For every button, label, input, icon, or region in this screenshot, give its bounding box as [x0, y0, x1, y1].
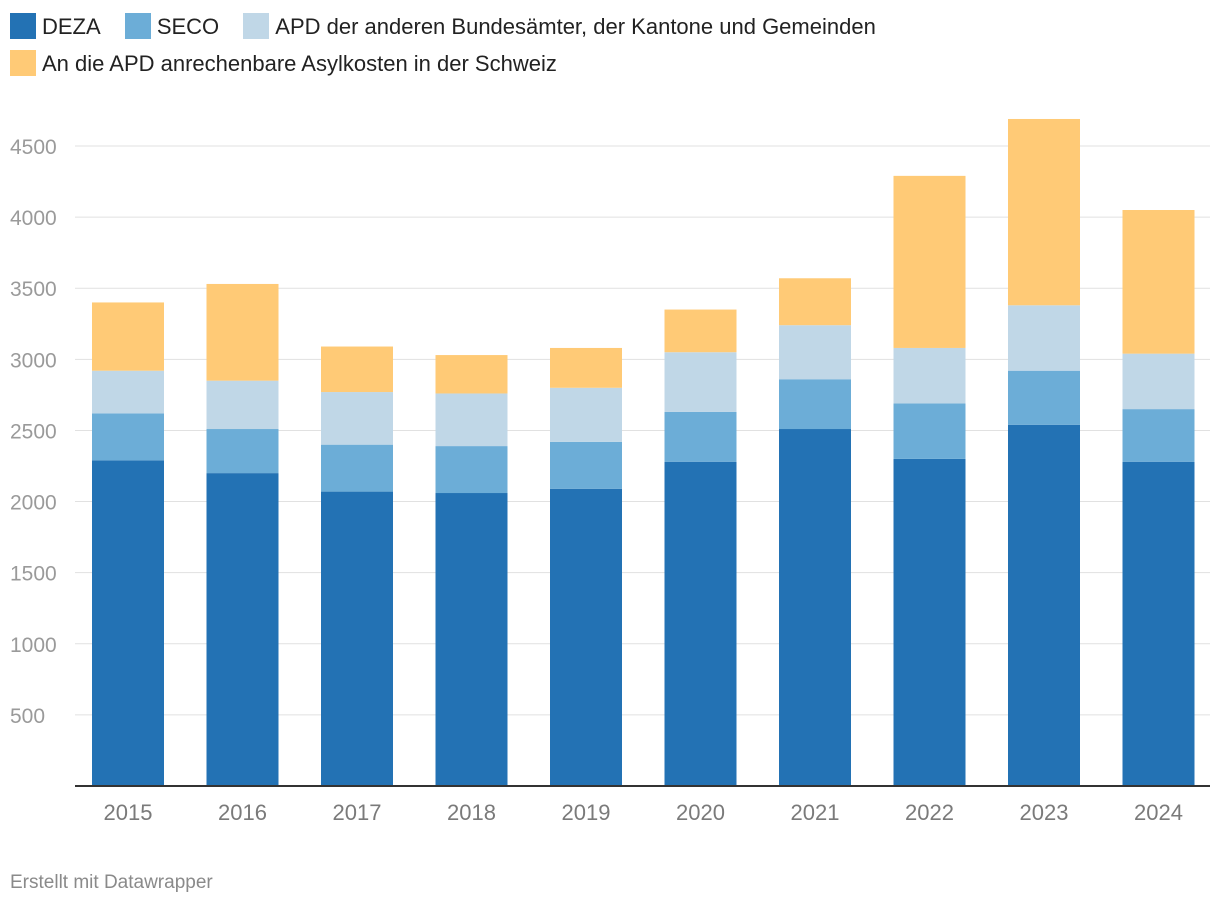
credit-text: Erstellt mit Datawrapper [10, 872, 213, 893]
bar-segment-deza [92, 460, 164, 786]
bar-segment-apd-others [664, 352, 737, 412]
bar-segment-deza [664, 461, 737, 786]
x-tick-label: 2021 [791, 800, 840, 825]
legend-label-asylum-costs: An die APD anrechenbare Asylkosten in de… [42, 51, 557, 76]
bar-segment-asylum-costs [893, 175, 966, 348]
y-tick-label: 3500 [10, 278, 57, 301]
y-tick-label: 4000 [10, 207, 57, 230]
x-axis-labels: 2015 2016 2017 2018 2019 2020 2021 2022 2023 2024 [104, 800, 1183, 825]
bar-stack-2020 [664, 309, 737, 786]
y-tick-label: 4500 [10, 136, 57, 159]
bar-segment-seco [664, 411, 737, 462]
x-tick-label: 2024 [1134, 800, 1183, 825]
legend-item-asylum-costs: An die APD anrechenbare Asylkosten in de… [10, 45, 557, 82]
bar-segment-apd-others [435, 393, 508, 447]
y-tick-label: 1000 [10, 634, 57, 657]
bar-stack-2016 [206, 283, 279, 786]
bar-segment-seco [92, 413, 164, 461]
legend-item-apd-others: APD der anderen Bundesämter, der Kantone… [243, 8, 876, 45]
bar-stack-2023 [1008, 118, 1080, 786]
x-tick-label: 2016 [218, 800, 267, 825]
y-tick-label: 1500 [10, 563, 57, 586]
x-tick-label: 2022 [905, 800, 954, 825]
bar-segment-asylum-costs [206, 283, 279, 381]
bar-segment-asylum-costs [435, 355, 508, 394]
x-tick-label: 2020 [676, 800, 725, 825]
legend-swatch-asylum-costs [10, 50, 36, 76]
bar-segment-deza [1008, 424, 1080, 786]
bar-segment-seco [321, 444, 393, 492]
x-tick-label: 2015 [104, 800, 153, 825]
bar-stack-2022 [893, 175, 966, 786]
legend-item-deza: DEZA [10, 8, 101, 45]
bar-segment-asylum-costs [92, 302, 164, 371]
bar-segment-apd-others [1008, 305, 1080, 371]
legend-label-deza: DEZA [42, 14, 101, 39]
bar-segment-deza [779, 429, 851, 786]
bar-segment-seco [779, 379, 851, 430]
bar-segment-seco [893, 403, 966, 459]
bar-segment-deza [206, 473, 279, 786]
bar-stacks [92, 118, 1195, 786]
bar-stack-2021 [779, 278, 851, 786]
bar-segment-deza [1122, 461, 1195, 786]
y-tick-label: 500 [10, 705, 45, 728]
bar-stack-2024 [1122, 210, 1195, 786]
bar-segment-asylum-costs [550, 347, 622, 388]
legend-swatch-apd-others [243, 13, 270, 39]
bar-segment-apd-others [779, 325, 851, 380]
bar-segment-deza [550, 488, 622, 786]
bar-segment-apd-others [1122, 353, 1195, 410]
legend-label-apd-others: APD der anderen Bundesämter, der Kantone… [275, 14, 876, 39]
y-tick-label: 2000 [10, 492, 57, 515]
bar-segment-seco [435, 446, 508, 494]
y-tick-label: 3000 [10, 349, 57, 372]
bar-segment-seco [1122, 409, 1195, 462]
x-tick-label: 2019 [562, 800, 611, 825]
bar-segment-seco [550, 441, 622, 489]
bar-stack-2019 [550, 347, 622, 786]
bar-segment-deza [321, 491, 393, 786]
bar-segment-apd-others [893, 347, 966, 404]
bar-segment-deza [893, 458, 966, 786]
stacked-bar-chart: 500 1000 1500 2000 2500 3000 3500 4000 4500 2015… [10, 118, 1210, 825]
x-tick-label: 2017 [333, 800, 382, 825]
legend-swatch-deza [10, 13, 36, 39]
legend-item-seco: SECO [124, 8, 220, 45]
bar-segment-asylum-costs [779, 278, 851, 326]
bar-segment-apd-others [206, 380, 279, 430]
bar-segment-apd-others [550, 387, 622, 442]
bar-segment-deza [435, 493, 508, 786]
bar-segment-asylum-costs [321, 346, 393, 393]
bar-segment-apd-others [321, 392, 393, 445]
x-tick-label: 2023 [1020, 800, 1069, 825]
legend-label-seco: SECO [156, 14, 220, 39]
bar-segment-asylum-costs [1122, 210, 1195, 354]
bar-segment-seco [1008, 370, 1080, 425]
bar-segment-asylum-costs [664, 309, 737, 353]
bar-segment-asylum-costs [1008, 118, 1080, 306]
x-tick-label: 2018 [447, 800, 496, 825]
bar-stack-2018 [435, 355, 508, 786]
chart-legend: DEZA SECO APD der anderen Bundesämter, d… [10, 8, 1210, 82]
bar-segment-seco [206, 429, 279, 474]
bar-stack-2017 [321, 346, 393, 786]
bar-stack-2015 [92, 302, 164, 786]
legend-swatch-seco [124, 13, 151, 39]
bar-segment-apd-others [92, 370, 164, 414]
y-tick-label: 2500 [10, 420, 57, 443]
